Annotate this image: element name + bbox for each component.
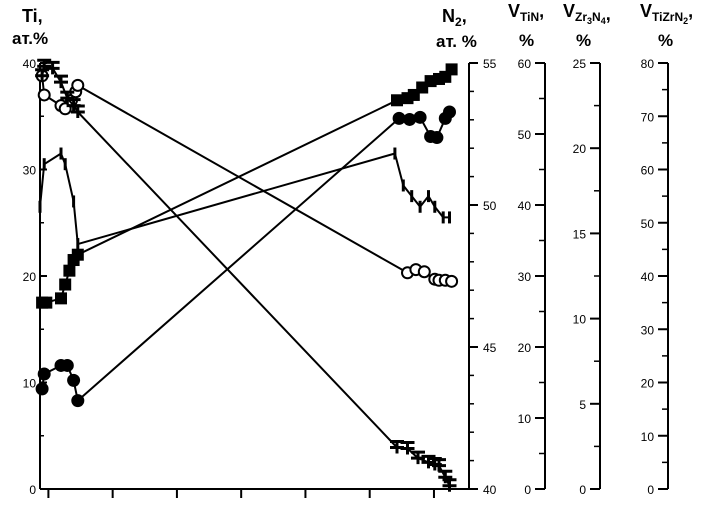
vtizrn2-tick-label: 30 [641,323,655,337]
vtin-tick-label: 30 [518,270,532,284]
vzr3n4-axis-label-part: 3 [587,16,592,26]
vtin-axis-unit: % [519,31,534,50]
data-point-filled-circle [67,373,81,387]
n2-axis-label: N2, [442,6,467,29]
data-point-filled-square [71,248,84,261]
vtizrn2-axis-label-part: TiZrN [652,10,683,24]
vzr3n4-tick-label: 15 [573,227,587,241]
series-3-line [41,65,451,487]
series-0-line [41,75,452,283]
data-point-filled-square [59,278,72,291]
vtin-tick-label: 0 [524,483,531,497]
vzr3n4-tick-label: 5 [579,398,586,412]
data-point-open-circle [445,274,459,288]
data-point-filled-square [40,296,53,309]
n2-axis-label-part: 2 [455,15,462,29]
n2-axis-label-part: N [442,6,455,26]
data-point-open-circle [37,88,51,102]
vtin-tick-label: 50 [518,128,532,142]
vzr3n4-axis-label-part: V [563,1,575,21]
data-point-filled-circle [35,382,49,396]
series-4-line [39,152,450,246]
data-point-cross [54,74,68,89]
data-point-cross [432,458,446,472]
ti-tick-label: 10 [23,377,37,391]
data-point-open-circle [417,265,431,279]
data-point-filled-circle [37,367,51,381]
ti-axis-label: Ti, [22,6,43,26]
vtin-axis-label-part: V [508,1,520,21]
ti-axis-unit: ат.% [12,29,48,48]
data-point-cross [37,58,52,73]
vtizrn2-tick-label: 80 [641,57,655,71]
vzr3n4-tick-label: 25 [573,57,587,71]
vzr3n4-axis-label-part: Zr [575,10,587,24]
vtin-tick-label: 40 [518,199,532,213]
vzr3n4-axis-label: VZr3N4, [563,1,611,26]
data-point-filled-circle [430,131,444,145]
n2-axis-unit: ат. % [436,32,477,51]
vtin-axis-label-part: TiN [520,10,539,24]
data-point-cross [411,450,425,465]
vtizrn2-axis-label-part: , [688,1,693,21]
ti-tick-label: 20 [23,270,37,284]
data-point-filled-circle [60,358,74,372]
n2-tick-label: 40 [483,483,497,497]
data-point-filled-circle [413,110,427,124]
vtizrn2-axis-label-part: V [640,1,652,21]
n2-tick-label: 55 [483,57,497,71]
data-point-cross [400,441,415,455]
data-point-filled-circle [443,105,456,119]
ti-tick-label: 30 [23,164,37,178]
vtizrn2-tick-label: 10 [641,430,655,444]
vtizrn2-tick-label: 50 [641,217,655,231]
data-point-cross [70,104,85,118]
data-point-filled-square [445,63,458,76]
vzr3n4-axis-unit: % [576,31,591,50]
vzr3n4-tick-label: 10 [573,313,587,327]
data-point-filled-square [55,292,67,305]
n2-axis-label-part: , [462,6,467,26]
data-point-filled-square [63,264,76,277]
vtizrn2-axis-label: VTiZrN2, [640,1,693,26]
vzr3n4-tick-label: 0 [579,483,586,497]
vtin-tick-label: 20 [518,341,532,355]
vtizrn2-tick-label: 40 [641,270,655,284]
data-point-open-circle [71,78,85,92]
vzr3n4-tick-label: 20 [573,142,587,156]
vzr3n4-axis-label-part: N [592,10,601,24]
vtizrn2-tick-label: 70 [641,110,655,124]
ti-tick-label: 0 [29,483,36,497]
vtizrn2-tick-label: 0 [647,483,654,497]
data-point-cross [442,478,457,492]
data-point-filled-circle [392,111,406,125]
vtizrn2-axis-label-part: 2 [683,16,688,26]
vtizrn2-tick-label: 20 [641,377,655,391]
data-point-filled-circle [71,394,85,408]
data-point-filled-square [391,94,403,107]
ti-tick-label: 40 [23,57,37,71]
n2-tick-label: 45 [483,341,497,355]
n2-tick-label: 50 [483,199,497,213]
series-2-line [42,68,453,304]
vtizrn2-axis-unit: % [658,31,673,50]
vtin-axis-label: VTiN, [508,1,544,24]
series-layer [35,58,459,492]
data-point-filled-circle [403,112,417,126]
vtin-axis-label-part: , [539,1,544,21]
vtin-tick-label: 10 [518,412,532,426]
vtizrn2-tick-label: 60 [641,164,655,178]
vtin-tick-label: 60 [518,57,532,71]
vzr3n4-axis-label-part: , [606,4,611,24]
vzr3n4-axis-label-part: 4 [601,16,606,26]
data-point-cross [45,60,60,75]
